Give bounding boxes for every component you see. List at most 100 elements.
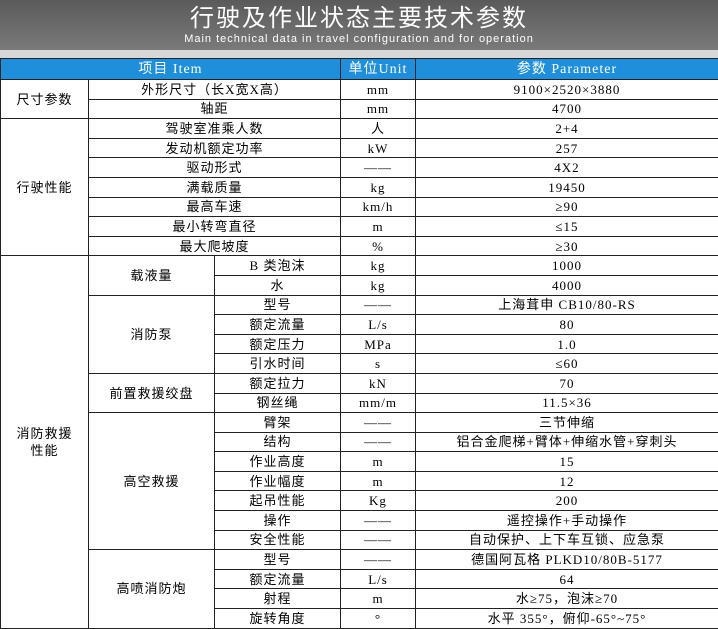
unit-cell: m [340, 588, 416, 610]
table-row: 前置救援绞盘 额定拉力 kN 70 [1, 372, 718, 414]
table-row: 安全性能 —— 自动保护、上下车互锁、应急泵 [1, 529, 718, 551]
unit-cell: Kg [340, 490, 416, 512]
unit-cell: MPa [340, 333, 416, 355]
item-cell: 驱动形式 [88, 157, 341, 178]
value-cell: 15 [415, 451, 718, 472]
item-cell: 型号 [214, 294, 341, 316]
section-label: 行驶性能 [16, 179, 73, 195]
item-cell: 起吊性能 [214, 490, 341, 512]
section-cell: 消防救援性能 [0, 255, 89, 629]
value-cell: 80 [415, 314, 718, 335]
item-cell: 最高车速 [88, 196, 341, 218]
value-cell: 11.5×36 [415, 392, 718, 414]
unit-cell: m [340, 470, 416, 492]
item-cell: 额定流量 [214, 314, 341, 335]
item-cell: 结构 [214, 431, 341, 453]
header-cell: 项目 Item [0, 58, 341, 80]
value-cell: 水平 355°，俯仰-65°~75° [415, 608, 718, 629]
item-cell: 水 [214, 274, 341, 296]
value-cell: 4000 [415, 274, 718, 296]
unit-cell: mm/m [340, 392, 416, 414]
value-cell: 200 [415, 490, 718, 512]
section-label: 尺寸参数 [16, 91, 73, 107]
item-cell: 最小转弯直径 [88, 216, 341, 237]
value-cell: 64 [415, 568, 718, 590]
item-cell: 射程 [214, 588, 341, 610]
divider [0, 50, 718, 58]
table-row: 高空救援 臂架 —— 三节伸缩 [1, 412, 718, 551]
value-cell: 1.0 [415, 333, 718, 355]
table-row: 起吊性能 Kg 200 [1, 490, 718, 512]
unit-cell: kg [340, 176, 416, 198]
item-cell: 臂架 [214, 412, 341, 433]
unit-cell: —— [340, 549, 416, 570]
item-cell: 操作 [214, 510, 341, 531]
item-cell: 轴距 [88, 98, 341, 120]
header-row: 项目 Item 单位Unit 参数 Parameter [0, 58, 718, 80]
value-cell: ≥90 [415, 196, 718, 218]
table-row: 消防救援性能 载液量 B 类泡沫 kg 1000 [0, 255, 718, 629]
header-cell: 单位Unit [340, 58, 416, 80]
value-cell: ≤60 [415, 353, 718, 374]
table-row: 旋转角度 ° 水平 355°，俯仰-65°~75° [1, 608, 718, 629]
unit-cell: —— [340, 529, 416, 551]
table-row: 行驶性能 驾驶室准乘人数人 2+4 [0, 118, 718, 257]
unit-cell: kg [340, 255, 416, 276]
unit-cell: —— [340, 510, 416, 531]
table-row: 结构 —— 铝合金爬梯+臂体+伸缩水管+穿刺头 [1, 431, 718, 453]
table-row: 消防泵 型号 —— 上海茸申 CB10/80-RS [1, 294, 718, 374]
item-cell: 额定流量 [214, 568, 341, 590]
value-cell: 4X2 [415, 157, 718, 178]
unit-cell: —— [340, 412, 416, 433]
section-cell: 行驶性能 [0, 118, 89, 257]
unit-cell: kg [340, 274, 416, 296]
value-cell: 1000 [415, 255, 718, 276]
value-cell: 12 [415, 470, 718, 492]
item-cell: 作业幅度 [214, 470, 341, 492]
unit-cell: kN [340, 372, 416, 394]
table-row: 最高车速 km/h ≥90 [1, 196, 718, 218]
unit-cell: kW [340, 137, 416, 159]
title: 行驶及作业状态主要技术参数 [190, 4, 528, 32]
table-header: 项目 Item 单位Unit 参数 Parameter [0, 58, 718, 80]
unit-cell: m [340, 451, 416, 472]
value-cell: 遥控操作+手动操作 [415, 510, 718, 531]
value-cell: 9100×2520×3880 [415, 79, 718, 100]
item-cell: 满载质量 [88, 176, 341, 198]
value-cell: 2+4 [415, 118, 718, 139]
table-row: 满载质量 kg 19450 [1, 176, 718, 198]
item-cell: 引水时间 [214, 353, 341, 374]
unit-cell: 人 [340, 118, 416, 139]
item-cell: 发动机额定功率 [88, 137, 341, 159]
unit-cell: km/h [340, 196, 416, 218]
group-cell: 前置救援绞盘 [88, 372, 215, 414]
unit-cell: L/s [340, 568, 416, 590]
unit-cell: m [340, 216, 416, 237]
unit-cell: L/s [340, 314, 416, 335]
unit-cell: —— [340, 294, 416, 316]
item-cell: 最大爬坡度 [88, 235, 341, 257]
item-cell: 旋转角度 [214, 608, 341, 629]
unit-cell: s [340, 353, 416, 374]
section-cell: 尺寸参数 [0, 78, 89, 120]
unit-cell: mm [340, 98, 416, 120]
value-cell: 铝合金爬梯+臂体+伸缩水管+穿刺头 [415, 431, 718, 453]
group-cell: 高喷消防炮 [88, 549, 215, 629]
item-cell: 外形尺寸（长X宽X高） [88, 79, 341, 100]
value-cell: 70 [415, 372, 718, 394]
banner: 行驶及作业状态主要技术参数 Main technical data in tra… [0, 0, 718, 50]
value-cell: 上海茸申 CB10/80-RS [415, 294, 718, 316]
item-cell: 型号 [214, 549, 341, 570]
value-cell: 德国阿瓦格 PLKD10/80B-5177 [415, 549, 718, 570]
item-cell: 额定拉力 [214, 372, 341, 394]
value-cell: 257 [415, 137, 718, 159]
section-label: 消防救援性能 [16, 425, 73, 458]
item-cell: 钢丝绳 [214, 392, 341, 414]
value-cell: 水≥75，泡沫≥70 [415, 588, 718, 610]
item-cell: 驾驶室准乘人数 [88, 118, 341, 139]
value-cell: 4700 [415, 98, 718, 120]
table-row: 驱动形式 —— 4X2 [1, 157, 718, 178]
item-cell: 作业高度 [214, 451, 341, 472]
group-cell: 载液量 [88, 255, 215, 296]
